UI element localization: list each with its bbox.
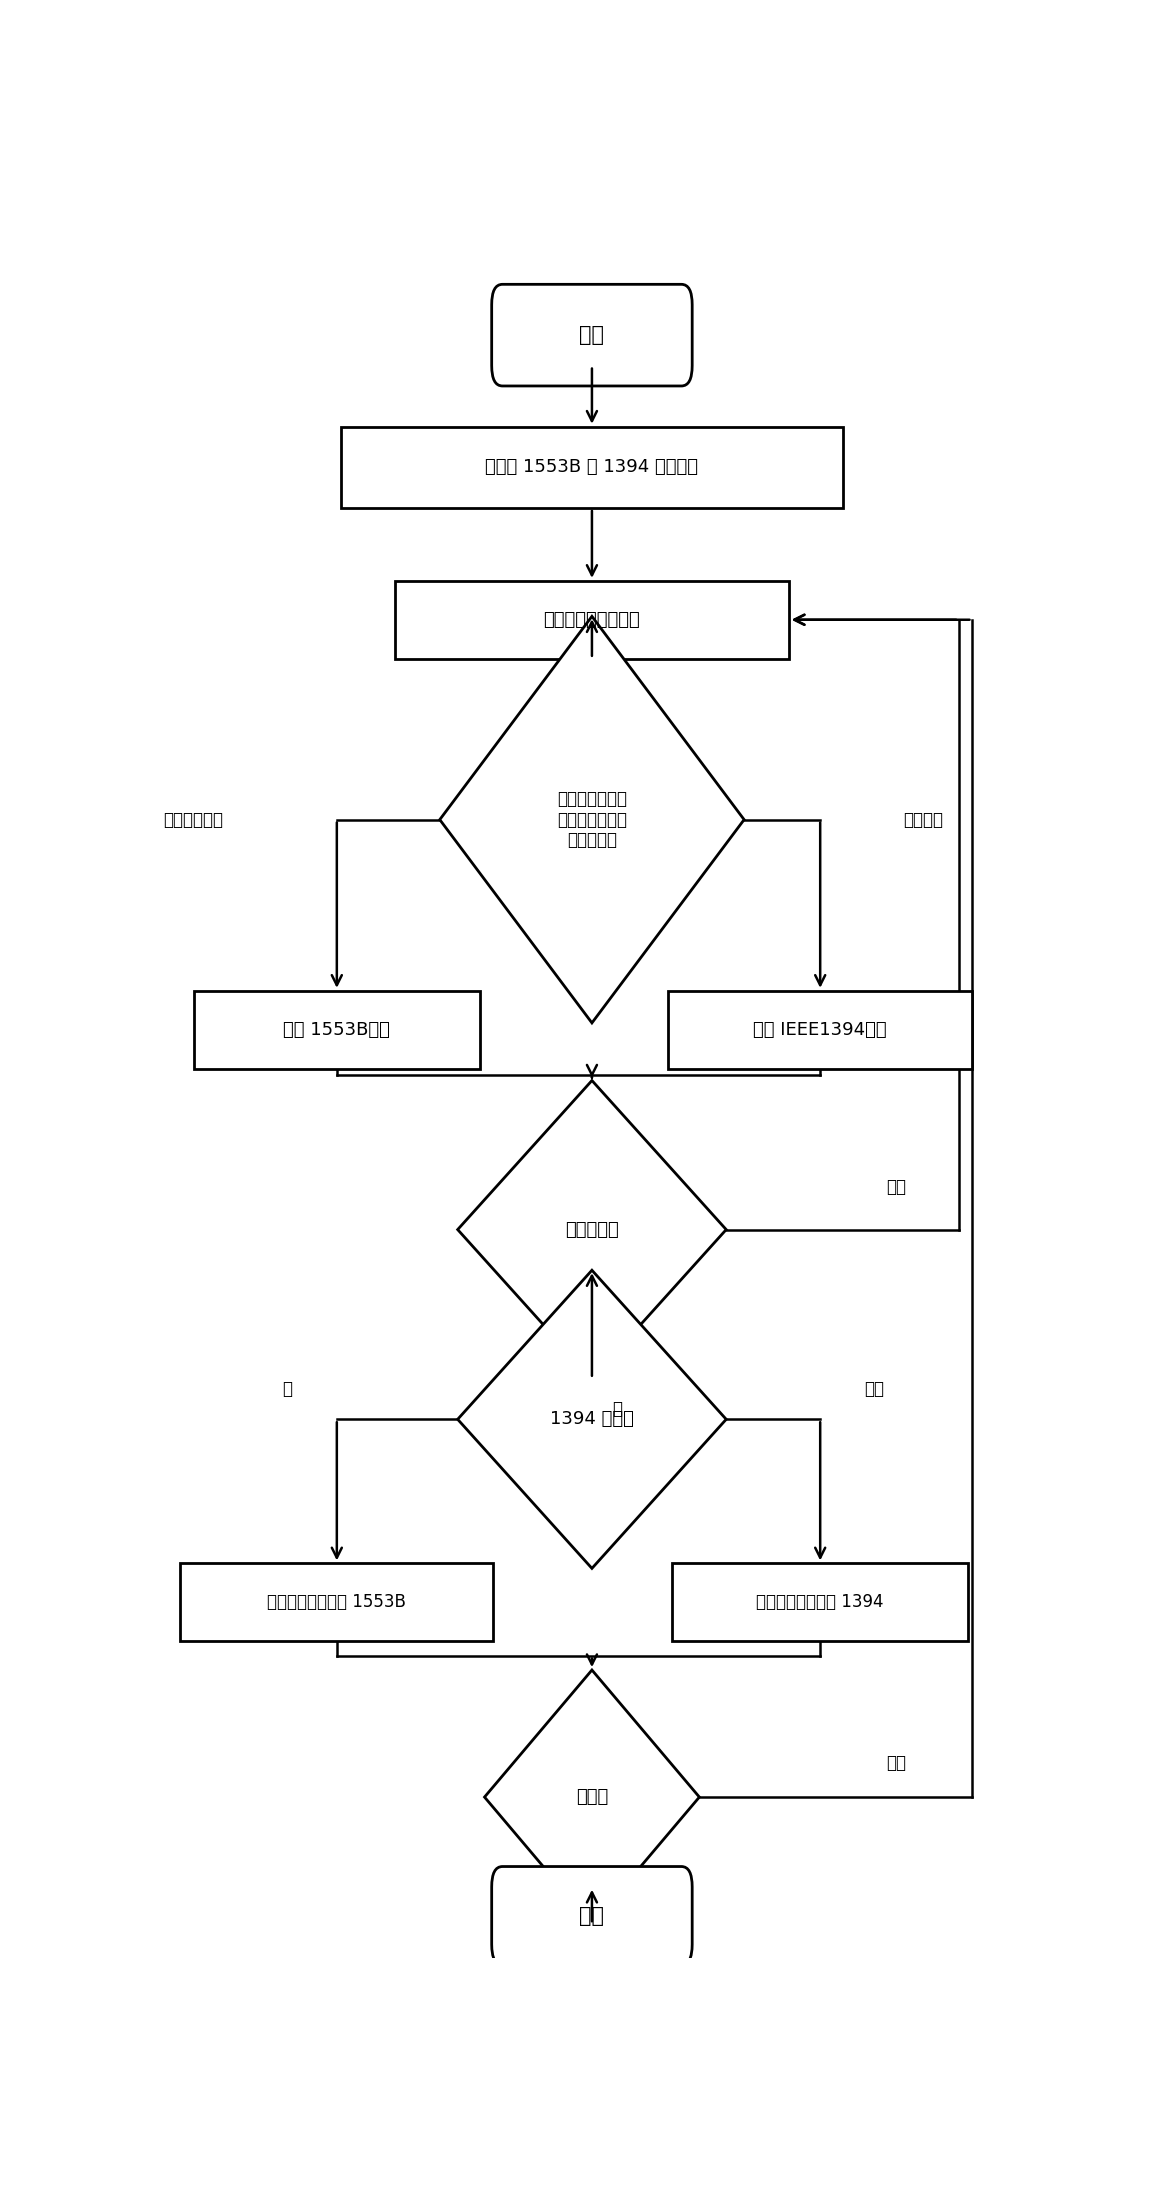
Text: 等待传输命令及应答: 等待传输命令及应答 <box>544 612 640 629</box>
Text: 使用 1553B总线: 使用 1553B总线 <box>283 1021 390 1038</box>
FancyBboxPatch shape <box>492 1866 692 1965</box>
Text: 低速关键数据: 低速关键数据 <box>164 810 224 829</box>
Text: 高速数据: 高速数据 <box>903 810 944 829</box>
Text: 启动: 启动 <box>580 326 604 345</box>
Polygon shape <box>180 1564 493 1641</box>
Polygon shape <box>194 990 480 1069</box>
FancyBboxPatch shape <box>492 284 692 385</box>
Text: 使用 IEEE1394总线: 使用 IEEE1394总线 <box>753 1021 887 1038</box>
Text: 初始化 1553B 和 1394 协议芯片: 初始化 1553B 和 1394 协议芯片 <box>485 458 699 475</box>
Text: 不是: 不是 <box>886 1179 907 1197</box>
Polygon shape <box>395 581 789 658</box>
Polygon shape <box>342 427 843 508</box>
Polygon shape <box>485 1670 699 1925</box>
Text: 结束: 结束 <box>580 1905 604 1925</box>
Text: 结束？: 结束？ <box>576 1789 608 1806</box>
Text: 是: 是 <box>283 1379 292 1397</box>
Text: 1394 故障？: 1394 故障？ <box>550 1410 634 1428</box>
Text: 故障段总线切换到 1394: 故障段总线切换到 1394 <box>757 1593 884 1610</box>
Text: 待传输的是低速
的关键数据还是
高速数据？: 待传输的是低速 的关键数据还是 高速数据？ <box>557 790 627 849</box>
Polygon shape <box>672 1564 968 1641</box>
Polygon shape <box>440 616 744 1023</box>
Text: 是: 是 <box>612 1399 623 1419</box>
Polygon shape <box>457 1080 726 1379</box>
Text: 网络故障？: 网络故障？ <box>565 1221 619 1239</box>
Polygon shape <box>457 1269 726 1569</box>
Text: 不是: 不是 <box>886 1753 907 1773</box>
Polygon shape <box>668 990 973 1069</box>
Text: 不是: 不是 <box>864 1379 884 1397</box>
Text: 故障段总线切换到 1553B: 故障段总线切换到 1553B <box>268 1593 407 1610</box>
